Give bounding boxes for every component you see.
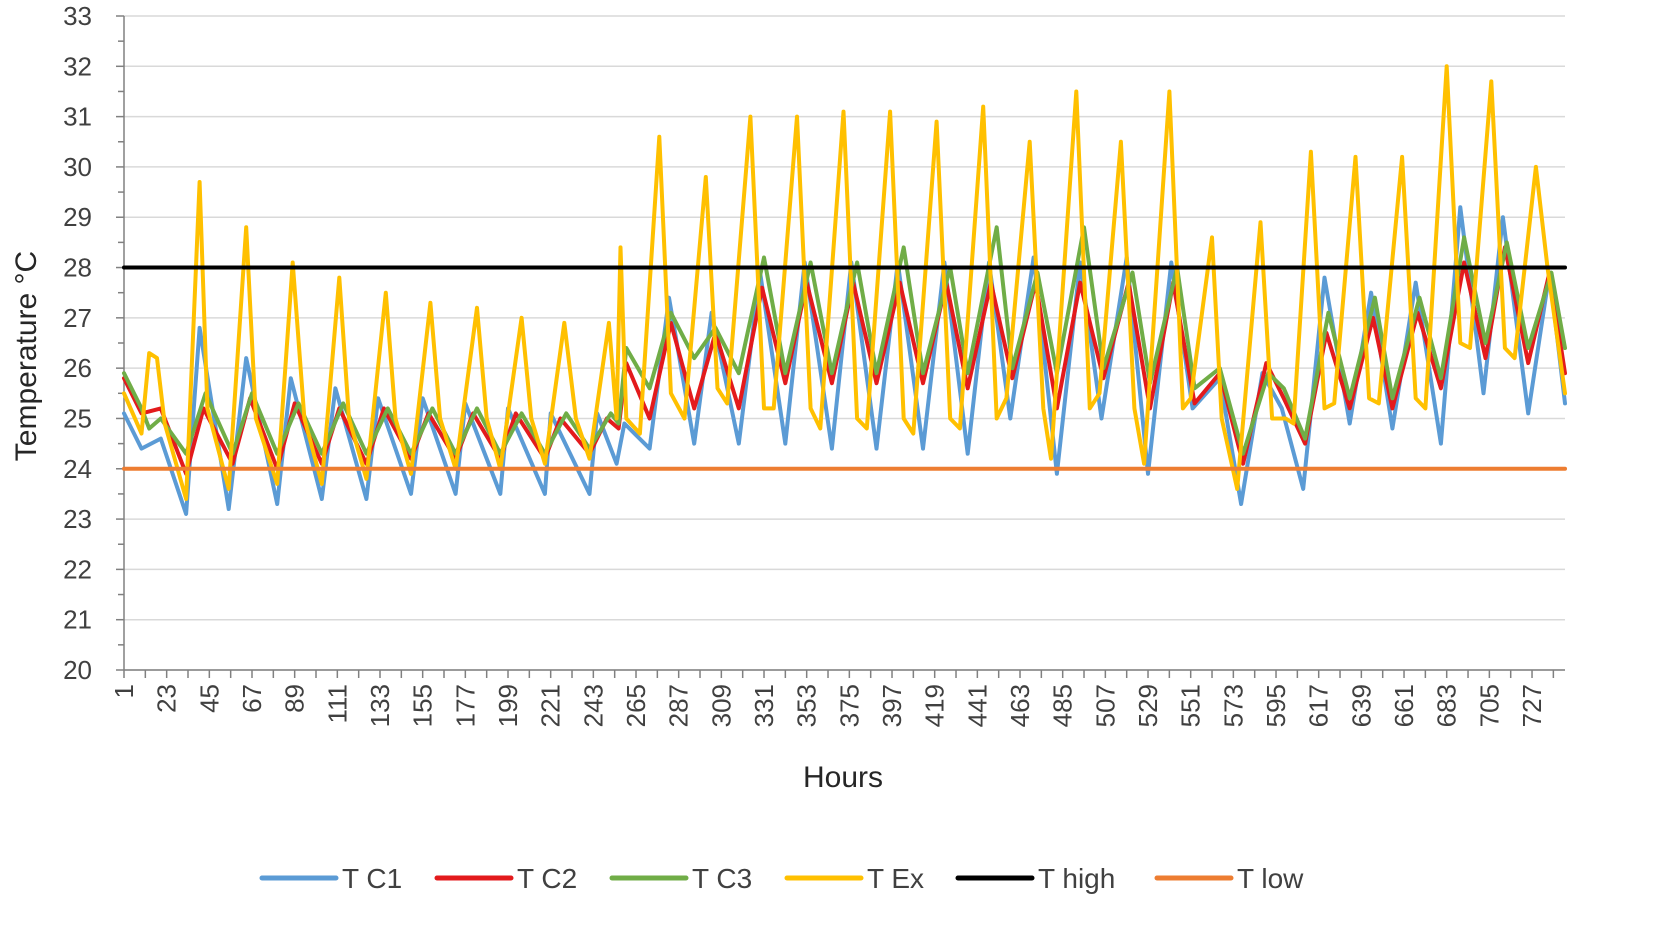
x-tick-label: 507: [1090, 684, 1120, 727]
legend-item: T Ex: [784, 863, 924, 894]
legend-item: T C1: [259, 863, 402, 894]
x-tick-label: 529: [1133, 684, 1163, 727]
y-tick-label: 26: [63, 353, 92, 383]
x-tick-label: 419: [920, 684, 950, 727]
x-tick-label: 1: [109, 684, 139, 698]
legend-label: T low: [1237, 863, 1304, 894]
series-line-t-c1: [122, 205, 1567, 516]
x-tick-label: 331: [749, 684, 779, 727]
legend-label: T high: [1038, 863, 1115, 894]
x-tick-label: 595: [1261, 684, 1291, 727]
legend-label: T C1: [342, 863, 402, 894]
y-tick-label: 28: [63, 253, 92, 283]
x-tick-label: 573: [1218, 684, 1248, 727]
legend-item: T low: [1154, 863, 1304, 894]
x-tick-label: 133: [365, 684, 395, 727]
x-tick-label: 67: [237, 684, 267, 713]
x-tick-label: 441: [962, 684, 992, 727]
legend-item: T C2: [434, 863, 577, 894]
x-tick-label: 397: [877, 684, 907, 727]
x-tick-label: 177: [450, 684, 480, 727]
y-tick-label: 31: [63, 102, 92, 132]
x-tick-label: 727: [1517, 684, 1547, 727]
y-tick-label: 32: [63, 51, 92, 81]
x-axis: 1 23 45 67 89 111 133 155 177 199 221 243 265 287 309 3…: [109, 669, 1565, 727]
x-tick-label: 23: [152, 684, 182, 713]
x-tick-label: 683: [1432, 684, 1462, 727]
series-lines: [122, 64, 1567, 516]
y-tick-label: 25: [63, 403, 92, 433]
x-tick-label: 661: [1389, 684, 1419, 727]
x-tick-label: 89: [280, 684, 310, 713]
legend-label: T Ex: [867, 863, 924, 894]
y-axis-title: Temperature °C: [10, 251, 43, 461]
y-tick-label: 21: [63, 605, 92, 635]
x-tick-label: 309: [706, 684, 736, 727]
y-tick-label: 30: [63, 152, 92, 182]
x-tick-label: 111: [322, 684, 352, 724]
legend-label: T C2: [517, 863, 577, 894]
x-tick-label: 199: [493, 684, 523, 727]
x-tick-label: 221: [536, 684, 566, 727]
x-tick-label: 617: [1304, 684, 1334, 727]
y-tick-label: 27: [63, 303, 92, 333]
y-tick-label: 24: [63, 454, 92, 484]
y-tick-label: 33: [63, 1, 92, 31]
y-tick-label: 22: [63, 554, 92, 584]
y-axis: 20 21 22 23 24 25 26 27 28 29 30 31 32 33: [63, 1, 125, 685]
legend-item: T high: [955, 863, 1115, 894]
y-tick-label: 29: [63, 202, 92, 232]
legend: T C1 T C2 T C3 T Ex T high T low: [259, 863, 1304, 894]
y-tick-label: 20: [63, 655, 92, 685]
x-tick-label: 705: [1474, 684, 1504, 727]
x-tick-label: 265: [621, 684, 651, 727]
x-tick-label: 639: [1346, 684, 1376, 727]
legend-label: T C3: [692, 863, 752, 894]
x-tick-label: 45: [194, 684, 224, 713]
x-tick-label: 463: [1005, 684, 1035, 727]
x-tick-label: 353: [792, 684, 822, 727]
series-line-t-ex: [122, 64, 1567, 501]
x-tick-label: 243: [578, 684, 608, 727]
x-tick-label: 287: [664, 684, 694, 727]
x-tick-label: 551: [1176, 684, 1206, 727]
y-tick-label: 23: [63, 504, 92, 534]
x-axis-title: Hours: [803, 761, 883, 794]
x-tick-label: 155: [408, 684, 438, 727]
x-tick-label: 375: [834, 684, 864, 727]
legend-item: T C3: [609, 863, 752, 894]
x-tick-label: 485: [1048, 684, 1078, 727]
